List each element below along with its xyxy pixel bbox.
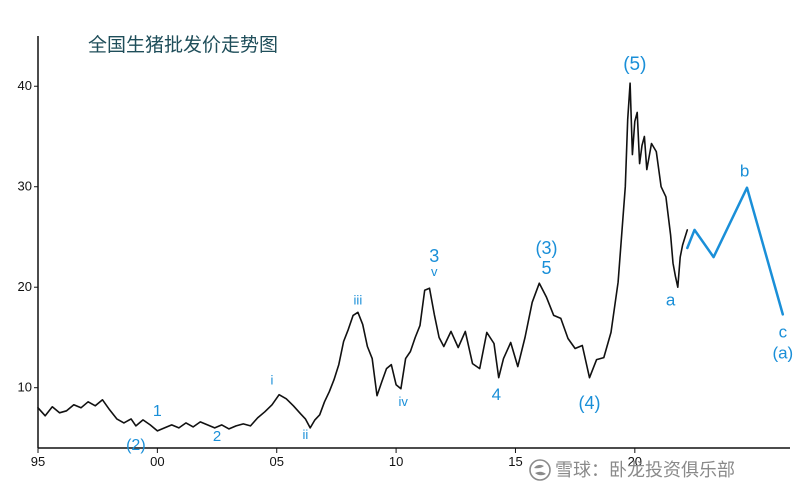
x-tick-label: 05 (269, 454, 283, 469)
chart-title: 全国生猪批发价走势图 (88, 34, 278, 56)
y-tick-label: 10 (18, 380, 32, 395)
wave-label: 5 (541, 258, 551, 278)
wave-label: (5) (623, 54, 646, 75)
x-tick-label: 95 (31, 454, 45, 469)
wave-label: 1 (153, 403, 162, 420)
wave-label: i (271, 373, 274, 388)
y-tick-label: 30 (18, 179, 32, 194)
wave-label: (2) (126, 437, 146, 454)
wave-label: b (740, 162, 749, 181)
wave-label: 3 (429, 246, 439, 266)
y-ticks: 10 20 30 40 (18, 78, 38, 395)
price-line (37, 82, 689, 432)
wave-label: (3) (535, 238, 557, 258)
y-tick-label: 20 (18, 279, 32, 294)
wave-label: c (779, 322, 788, 341)
wave-label: (a) (772, 344, 793, 363)
watermark-text: 雪球：卧龙投资俱乐部 (555, 460, 735, 481)
xueqiu-snowball-icon (529, 459, 551, 481)
x-tick-label: 20 (628, 454, 642, 469)
wave-label: v (431, 264, 438, 279)
wave-label: a (666, 290, 676, 309)
wave-label: iv (399, 394, 409, 409)
wave-label: 2 (213, 428, 221, 445)
x-tick-label: 15 (508, 454, 522, 469)
y-tick-label: 40 (18, 78, 32, 93)
wave-label: (4) (578, 393, 600, 413)
wave-label: 4 (492, 385, 501, 404)
x-tick-label: 10 (389, 454, 403, 469)
wave-label: ii (302, 427, 308, 442)
projection-line (686, 186, 785, 316)
watermark: 雪球：卧龙投资俱乐部 (529, 459, 735, 481)
series-layer (37, 82, 785, 432)
axes (37, 36, 790, 449)
wave-label: iii (354, 292, 363, 307)
x-tick-label: 00 (150, 454, 164, 469)
x-ticks: 95 00 05 10 15 20 (31, 448, 642, 469)
